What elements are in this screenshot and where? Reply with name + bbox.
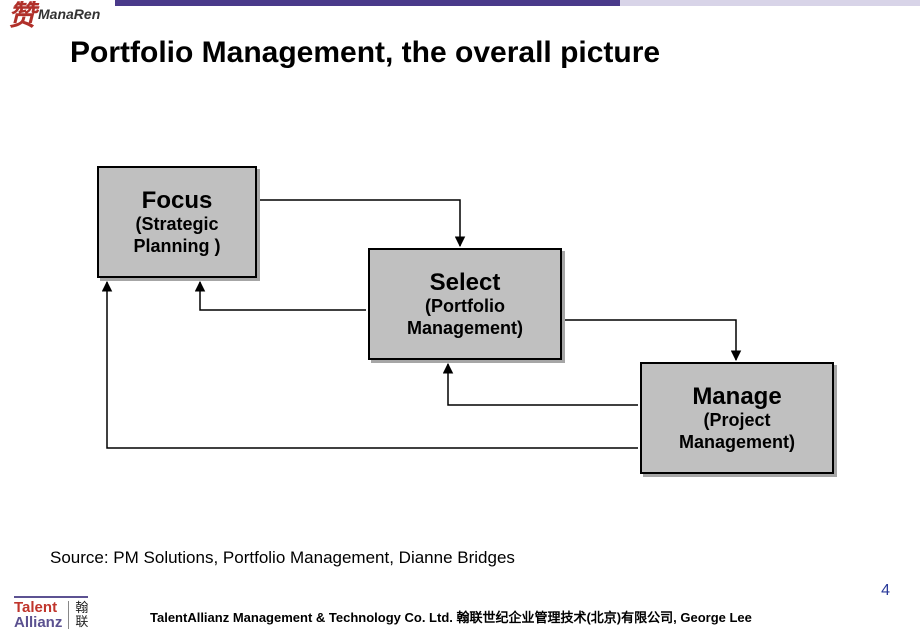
source-citation: Source: PM Solutions, Portfolio Manageme… [50,548,515,568]
node-manage: Manage (Project Management) [640,362,834,474]
footer-logo-allianz: Allianz [14,614,62,631]
footer-company: TalentAllianz Management & Technology Co… [150,607,752,626]
node-select: Select (Portfolio Management) [368,248,562,360]
footer-logo: Talent Allianz 翰 联 [14,596,88,630]
footer-logo-zh2: 联 [75,614,88,629]
node-focus-sub: (Strategic Planning ) [105,214,249,257]
node-manage-title: Manage [648,383,826,411]
edge-select-manage [565,320,736,360]
flowchart: Focus (Strategic Planning ) Select (Port… [0,0,920,638]
node-manage-sub: (Project Management) [648,410,826,453]
edge-manage-select [448,364,638,405]
footer: Talent Allianz 翰 联 TalentAllianz Managem… [0,590,920,638]
node-focus-title: Focus [105,187,249,215]
node-select-sub: (Portfolio Management) [376,296,554,339]
footer-logo-zh: 翰 联 [68,601,88,630]
edge-select-focus [200,282,366,310]
edge-focus-select [260,200,460,246]
node-select-title: Select [376,269,554,297]
footer-logo-zh1: 翰 [75,600,88,615]
footer-logo-en: Talent Allianz [14,600,62,630]
node-focus: Focus (Strategic Planning ) [97,166,257,278]
